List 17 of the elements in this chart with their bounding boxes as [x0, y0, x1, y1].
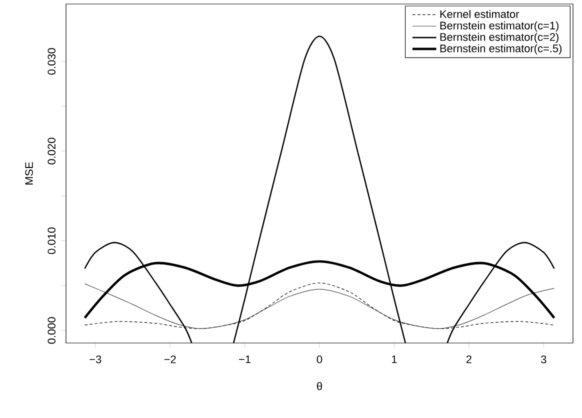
- y-tick-label: 0.010: [48, 227, 56, 254]
- x-tick-label: −1: [239, 356, 251, 364]
- legend-label: Bernstein estimator(c=.5): [440, 44, 562, 54]
- legend-label: Bernstein estimator(c=1): [440, 21, 558, 32]
- x-tick-label: −2: [164, 356, 176, 364]
- y-axis-title: MSE: [25, 162, 33, 184]
- legend-label: Bernstein estimator(c=2): [440, 32, 558, 44]
- legend-label: Kernel estimator: [440, 10, 520, 18]
- y-tick-label: 0.030: [48, 48, 56, 75]
- x-tick-label: 2: [466, 356, 472, 364]
- x-tick-label: 3: [541, 356, 546, 364]
- x-tick-label: −3: [90, 356, 102, 364]
- y-tick-label: 0.000: [48, 317, 56, 344]
- x-tick-label: 0: [316, 356, 322, 364]
- x-tick-label: 1: [392, 356, 397, 364]
- y-tick-label: 0.020: [48, 138, 56, 164]
- x-axis-title: θ: [317, 382, 322, 390]
